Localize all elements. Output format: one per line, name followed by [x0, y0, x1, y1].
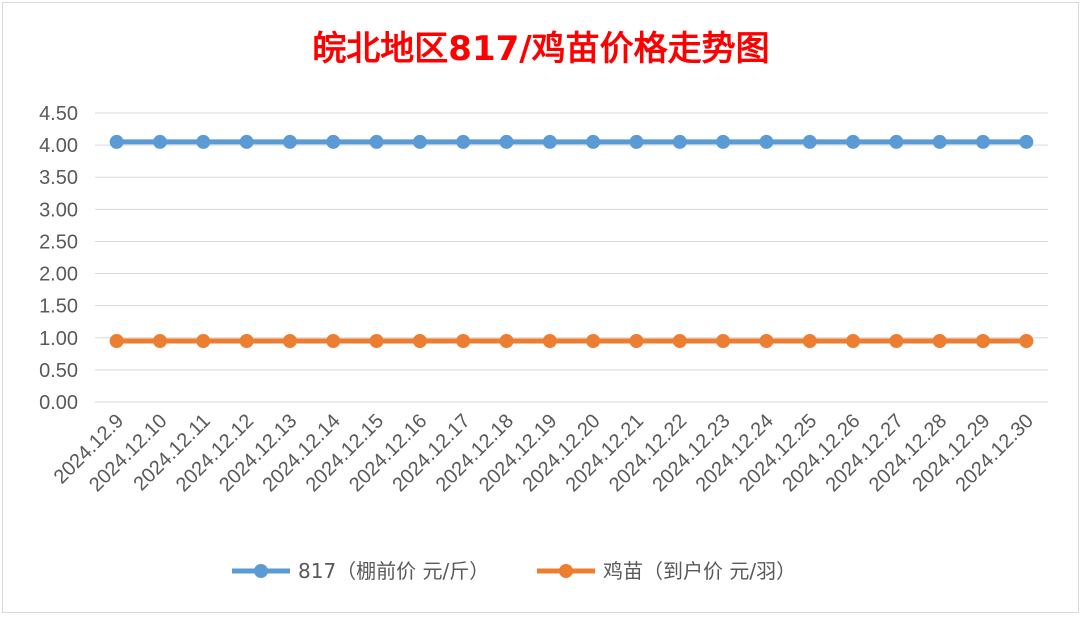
y-tick-label: 4.50 — [39, 103, 78, 125]
data-point — [326, 134, 341, 149]
data-point — [456, 134, 471, 149]
y-tick-label: 3.50 — [39, 167, 78, 189]
chart-title: 皖北地区817/鸡苗价格走势图 — [312, 29, 769, 69]
legend-marker-1 — [559, 564, 573, 578]
data-point — [412, 134, 427, 149]
data-point — [369, 134, 384, 149]
data-point — [326, 333, 341, 348]
data-point — [196, 333, 211, 348]
data-point — [629, 134, 644, 149]
data-point — [932, 134, 947, 149]
data-point — [976, 134, 991, 149]
data-point — [196, 134, 211, 149]
y-tick-label: 0.00 — [39, 392, 78, 414]
data-point — [889, 134, 904, 149]
data-point — [542, 134, 557, 149]
legend-label-0: 817（棚前价 元/斤） — [298, 559, 489, 583]
data-point — [499, 333, 514, 348]
legend-marker-0 — [254, 564, 268, 578]
data-point — [542, 333, 557, 348]
data-point — [716, 333, 731, 348]
data-point — [369, 333, 384, 348]
legend-label-1: 鸡苗（到户价 元/羽） — [603, 559, 796, 583]
y-tick-label: 1.00 — [39, 328, 78, 350]
data-point — [759, 333, 774, 348]
data-point — [1019, 333, 1034, 348]
data-point — [456, 333, 471, 348]
data-point — [976, 333, 991, 348]
data-point — [239, 333, 254, 348]
data-point — [1019, 134, 1034, 149]
y-tick-label: 0.50 — [39, 360, 78, 382]
data-point — [412, 333, 427, 348]
y-axis-ticks: 0.00 0.50 1.00 1.50 2.00 2.50 3.00 3.50 4.00 4.50 — [39, 103, 78, 414]
legend: 817（棚前价 元/斤） 鸡苗（到户价 元/羽） — [232, 559, 796, 583]
data-point — [499, 134, 514, 149]
x-axis-ticks: 2024.12.92024.12.102024.12.112024.12.122… — [50, 410, 1038, 496]
data-point — [802, 333, 817, 348]
data-point — [586, 134, 601, 149]
data-point — [802, 134, 817, 149]
y-tick-label: 1.50 — [39, 296, 78, 318]
data-point — [152, 134, 167, 149]
data-point — [846, 333, 861, 348]
data-point — [586, 333, 601, 348]
data-point — [759, 134, 774, 149]
data-point — [109, 333, 124, 348]
y-tick-label: 3.00 — [39, 199, 78, 221]
data-point — [629, 333, 644, 348]
data-point — [932, 333, 947, 348]
data-point — [672, 134, 687, 149]
data-point — [282, 134, 297, 149]
series-lines — [109, 134, 1034, 348]
data-point — [716, 134, 731, 149]
y-tick-label: 2.00 — [39, 264, 78, 286]
y-tick-label: 4.00 — [39, 135, 78, 157]
data-point — [152, 333, 167, 348]
data-point — [889, 333, 904, 348]
data-point — [282, 333, 297, 348]
gridlines — [95, 112, 1048, 403]
data-point — [846, 134, 861, 149]
data-point — [672, 333, 687, 348]
data-point — [109, 134, 124, 149]
data-point — [239, 134, 254, 149]
y-tick-label: 2.50 — [39, 231, 78, 253]
